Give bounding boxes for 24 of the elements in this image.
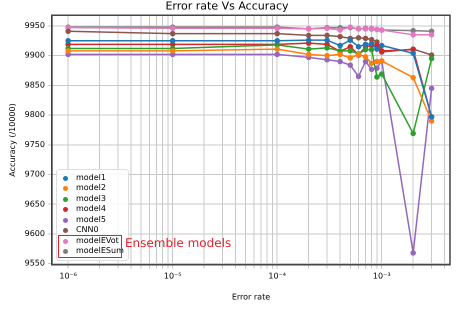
y-tick-label: 9550: [24, 258, 45, 268]
legend-label: model1: [76, 172, 106, 184]
x-tick-label: 10⁻³: [372, 272, 391, 281]
x-tick-label: 10⁻⁶: [59, 272, 77, 281]
chart-title: Error rate Vs Accuracy: [165, 0, 290, 12]
x-tick-label: 10⁻⁵: [164, 272, 182, 281]
legend-label: model5: [76, 214, 106, 226]
annotation: Ensemble models: [124, 236, 232, 250]
y-tick-label: 9950: [24, 20, 45, 30]
y-tick-label: 9850: [24, 80, 45, 90]
legend-label: modelEVot: [76, 236, 119, 246]
y-tick-label: 9600: [24, 228, 45, 238]
y-tick-label: 9700: [24, 170, 45, 179]
legend-label: model4: [76, 204, 106, 215]
legend-label: CNN0: [76, 225, 99, 236]
y-tick-label: 9900: [24, 50, 45, 60]
y-axis-title: Accuracy (/10000): [8, 103, 17, 177]
y-tick-label: 9750: [24, 140, 45, 149]
x-axis-title: Error rate: [232, 292, 270, 302]
legend-label: model2: [76, 183, 106, 194]
x-tick-label: 10⁻⁴: [268, 272, 286, 281]
y-tick-label: 9800: [24, 110, 45, 120]
legend-label: model3: [76, 194, 106, 204]
y-tick-label: 9650: [24, 199, 45, 208]
